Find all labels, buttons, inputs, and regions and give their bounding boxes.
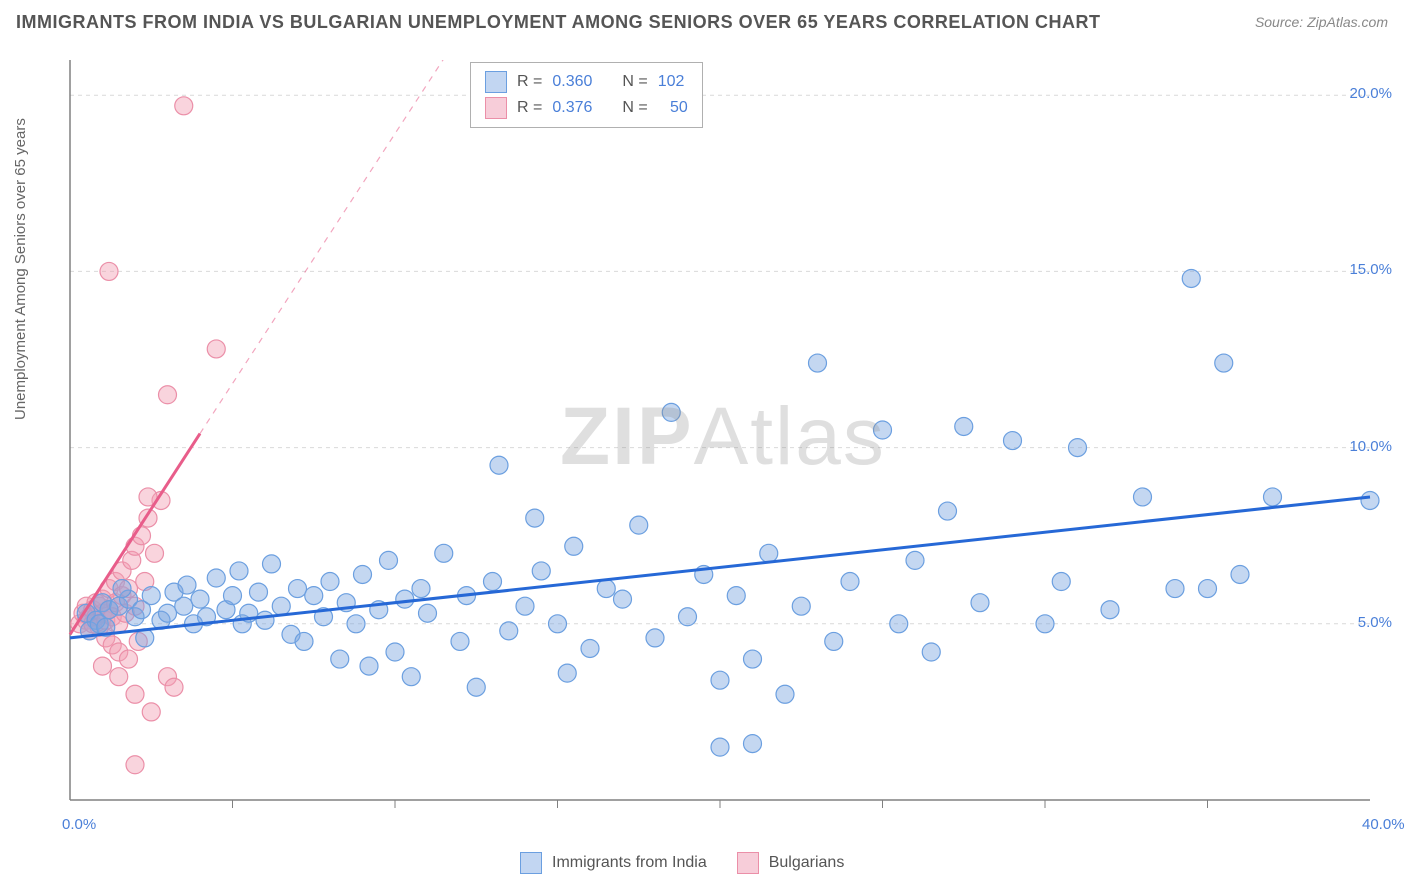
chart-title: IMMIGRANTS FROM INDIA VS BULGARIAN UNEMP…	[16, 12, 1101, 33]
y-axis-label: Unemployment Among Seniors over 65 years	[12, 118, 29, 420]
legend-label-bulgarians: Bulgarians	[769, 854, 845, 872]
y-tick-label: 10.0%	[1349, 438, 1392, 455]
swatch-pink	[737, 852, 759, 874]
y-tick-label: 5.0%	[1358, 614, 1392, 631]
legend-correlation: R = 0.360 N = 102 R = 0.376 N = 50	[470, 62, 703, 128]
legend-label-india: Immigrants from India	[552, 854, 707, 872]
n-label: N =	[622, 73, 647, 91]
swatch-blue	[485, 71, 507, 93]
x-tick-label: 40.0%	[1362, 816, 1405, 833]
legend-row-blue: R = 0.360 N = 102	[485, 69, 688, 95]
scatter-plot-svg	[60, 60, 1380, 840]
r-label: R =	[517, 99, 542, 117]
n-value-pink: 50	[658, 99, 688, 117]
source-attribution: Source: ZipAtlas.com	[1255, 14, 1388, 30]
legend-row-pink: R = 0.376 N = 50	[485, 95, 688, 121]
r-value-pink: 0.376	[552, 99, 592, 117]
n-label: N =	[622, 99, 647, 117]
swatch-blue	[520, 852, 542, 874]
legend-series: Immigrants from India Bulgarians	[520, 852, 844, 874]
y-tick-label: 20.0%	[1349, 85, 1392, 102]
legend-item-india: Immigrants from India	[520, 852, 707, 874]
source-name: ZipAtlas.com	[1307, 14, 1388, 30]
plot-area	[60, 60, 1380, 840]
x-tick-label: 0.0%	[62, 816, 96, 833]
swatch-pink	[485, 97, 507, 119]
legend-item-bulgarians: Bulgarians	[737, 852, 845, 874]
n-value-blue: 102	[658, 73, 685, 91]
source-prefix: Source:	[1255, 14, 1303, 30]
r-label: R =	[517, 73, 542, 91]
y-tick-label: 15.0%	[1349, 261, 1392, 278]
r-value-blue: 0.360	[552, 73, 592, 91]
